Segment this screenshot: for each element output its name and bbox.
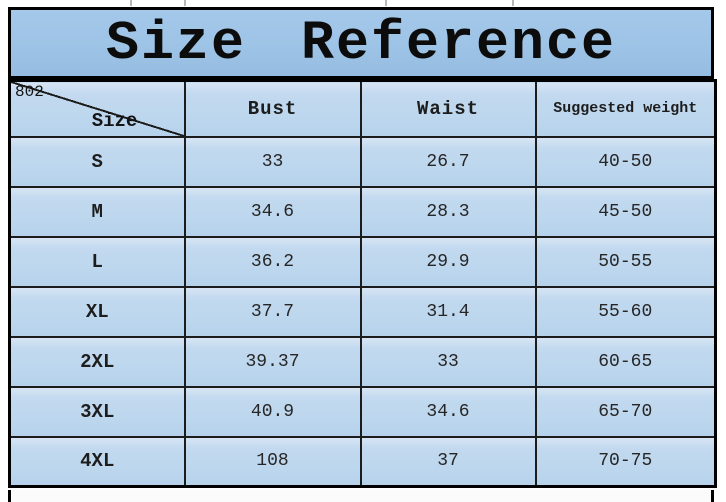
title-banner: Size Reference bbox=[8, 7, 714, 79]
table-row-m: M 34.6 28.3 45-50 bbox=[8, 185, 717, 238]
bust-cell: 34.6 bbox=[183, 185, 362, 238]
weight-cell: 50-55 bbox=[534, 235, 717, 288]
weight-cell: 70-75 bbox=[534, 435, 717, 488]
size-cell: L bbox=[8, 235, 186, 288]
diagonal-divider-line bbox=[11, 82, 183, 135]
table-row-l: L 36.2 29.9 50-55 bbox=[8, 235, 717, 288]
size-cell: 2XL bbox=[8, 335, 186, 388]
table-row-3xl: 3XL 40.9 34.6 65-70 bbox=[8, 385, 717, 438]
size-cell: M bbox=[8, 185, 186, 238]
weight-cell: 40-50 bbox=[534, 135, 717, 188]
weight-cell: 55-60 bbox=[534, 285, 717, 338]
column-header-suggested-weight: Suggested weight bbox=[534, 79, 717, 138]
cropped-next-row bbox=[8, 490, 714, 502]
bust-cell: 39.37 bbox=[183, 335, 362, 388]
table-header-row: 802 Size Bust Waist Suggested weight bbox=[8, 79, 717, 138]
gridline-stub bbox=[385, 0, 387, 6]
waist-cell: 34.6 bbox=[359, 385, 537, 438]
size-column-label: Size bbox=[91, 109, 138, 132]
waist-cell: 37 bbox=[359, 435, 537, 488]
table-row-s: S 33 26.7 40-50 bbox=[8, 135, 717, 188]
column-header-waist: Waist bbox=[359, 79, 537, 138]
bust-cell: 36.2 bbox=[183, 235, 362, 288]
gridline-stub bbox=[130, 0, 132, 6]
waist-cell: 26.7 bbox=[359, 135, 537, 188]
gridline-stub bbox=[512, 0, 514, 6]
size-cell: 4XL bbox=[8, 435, 186, 488]
table-row-2xl: 2XL 39.37 33 60-65 bbox=[8, 335, 717, 388]
waist-cell: 33 bbox=[359, 335, 537, 388]
waist-cell: 29.9 bbox=[359, 235, 537, 288]
table-row-4xl: 4XL 108 37 70-75 bbox=[8, 435, 717, 488]
bust-cell: 33 bbox=[183, 135, 362, 188]
table-row-xl: XL 37.7 31.4 55-60 bbox=[8, 285, 717, 338]
weight-cell: 60-65 bbox=[534, 335, 717, 388]
weight-cell: 65-70 bbox=[534, 385, 717, 438]
column-header-bust: Bust bbox=[183, 79, 362, 138]
size-reference-table: 802 Size Bust Waist Suggested weight S 3… bbox=[8, 79, 717, 488]
page-title: Size Reference bbox=[105, 11, 617, 75]
weight-cell: 45-50 bbox=[534, 185, 717, 238]
style-code-label: 802 bbox=[15, 83, 44, 101]
bust-cell: 37.7 bbox=[183, 285, 362, 338]
bust-cell: 108 bbox=[183, 435, 362, 488]
gridline-stub bbox=[184, 0, 186, 6]
size-cell: XL bbox=[8, 285, 186, 338]
corner-header-cell: 802 Size bbox=[8, 79, 186, 138]
waist-cell: 28.3 bbox=[359, 185, 537, 238]
waist-cell: 31.4 bbox=[359, 285, 537, 338]
size-cell: S bbox=[8, 135, 186, 188]
bust-cell: 40.9 bbox=[183, 385, 362, 438]
size-cell: 3XL bbox=[8, 385, 186, 438]
